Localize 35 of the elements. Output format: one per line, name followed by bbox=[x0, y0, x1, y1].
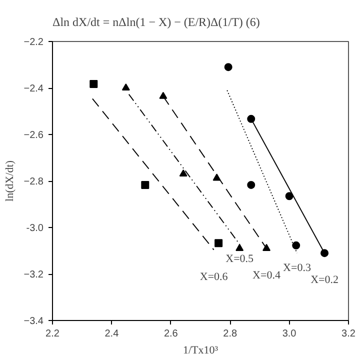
y-tick-label: −3.4 bbox=[24, 316, 44, 327]
text: X=0.2 bbox=[310, 274, 338, 286]
y-tick-label: -3.0 bbox=[26, 223, 44, 234]
point bbox=[90, 80, 98, 88]
x-tick-label: 3.0 bbox=[282, 328, 297, 340]
x-tick-label: 3.2 bbox=[342, 328, 356, 340]
y-tick-label: −2.2 bbox=[24, 37, 44, 48]
y-tick-label: −3.2 bbox=[24, 270, 44, 280]
point bbox=[179, 169, 188, 177]
y-axis-title: ln(dX/dt) bbox=[4, 160, 16, 202]
text: X=0.6 bbox=[200, 270, 228, 283]
x-tick-label: 2.6 bbox=[164, 328, 178, 340]
point bbox=[262, 244, 271, 251]
point bbox=[224, 63, 232, 72]
y-tick-label: −2.8 bbox=[24, 176, 44, 188]
series-label: X=0.3 bbox=[283, 262, 312, 274]
point bbox=[320, 249, 329, 258]
point bbox=[247, 180, 256, 189]
y-tick-label: −2.6 bbox=[24, 130, 44, 141]
text: X=0.4 bbox=[252, 269, 281, 282]
point bbox=[122, 83, 130, 91]
y-tick-label: −2.4 bbox=[24, 84, 44, 94]
point bbox=[292, 241, 300, 250]
point bbox=[159, 92, 168, 99]
text: Δln dX/dt = nΔln(1 − X) − (E/R)Δ(1/T) (6) bbox=[52, 15, 260, 29]
point bbox=[236, 244, 244, 251]
x-tick-label: 2.2 bbox=[46, 328, 60, 340]
x-tick-label: 2.8 bbox=[223, 328, 238, 340]
point bbox=[247, 114, 256, 123]
point bbox=[285, 192, 294, 200]
x-axis-title: 1/Tx10³ bbox=[182, 344, 219, 356]
series-label: X=0.5 bbox=[226, 253, 254, 266]
x-tick-label: 2.4 bbox=[104, 328, 120, 340]
point bbox=[141, 180, 150, 189]
point bbox=[214, 239, 223, 248]
